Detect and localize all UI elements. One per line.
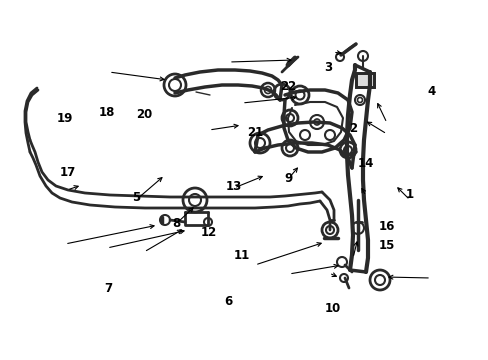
Text: 1: 1 [405,188,413,201]
Text: 6: 6 [224,295,232,308]
Text: 19: 19 [56,112,73,125]
Text: 2: 2 [348,122,356,135]
Text: 21: 21 [246,126,263,139]
Text: 9: 9 [284,172,292,185]
Text: 3: 3 [324,61,332,74]
Text: 12: 12 [201,226,217,239]
Text: 17: 17 [59,166,76,179]
Text: 14: 14 [357,157,373,170]
Text: 8: 8 [172,217,180,230]
Text: 22: 22 [280,80,296,93]
Text: 11: 11 [233,249,250,262]
Text: 15: 15 [378,239,395,252]
Text: 16: 16 [378,220,395,233]
Text: 5: 5 [132,191,140,204]
Bar [355,73,373,87]
Text: 20: 20 [136,108,152,121]
Text: 4: 4 [427,85,434,98]
Text: 13: 13 [225,180,242,193]
Text: 7: 7 [104,282,112,294]
Text: 18: 18 [98,106,115,119]
Text: 10: 10 [324,302,340,315]
Bar [355,73,373,87]
